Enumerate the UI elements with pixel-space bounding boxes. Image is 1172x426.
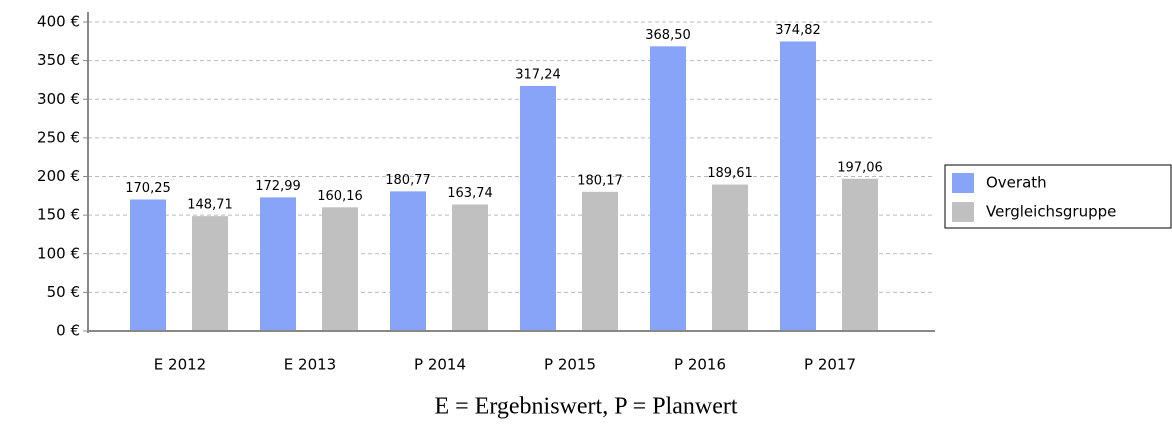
- y-tick-label: 200 €: [37, 167, 80, 185]
- bar: [650, 46, 686, 332]
- value-label: 374,82: [775, 23, 821, 38]
- bar: [842, 178, 878, 331]
- value-label: 172,99: [255, 179, 301, 194]
- bar: [582, 191, 618, 331]
- caption: E = Ergebniswert, P = Planwert: [434, 394, 737, 420]
- value-label: 197,06: [837, 160, 883, 175]
- x-tick-label: P 2016: [674, 356, 726, 374]
- legend-swatch: [952, 202, 974, 222]
- bar: [390, 191, 426, 331]
- value-label: 160,16: [317, 189, 363, 204]
- value-label: 317,24: [515, 67, 561, 82]
- bar: [452, 204, 488, 331]
- y-tick-label: 50 €: [47, 283, 80, 301]
- x-tick-label: E 2013: [284, 356, 336, 374]
- x-tick-label: E 2012: [154, 356, 206, 374]
- bar: [520, 85, 556, 331]
- y-tick-label: 0 €: [56, 322, 80, 340]
- legend-label: Overath: [986, 174, 1047, 192]
- bar: [712, 184, 748, 331]
- value-label: 170,25: [125, 181, 171, 196]
- legend-label: Vergleichsgruppe: [986, 203, 1116, 221]
- bar: [780, 41, 816, 332]
- y-tick-label: 300 €: [37, 90, 80, 108]
- x-tick-label: P 2017: [804, 356, 856, 374]
- value-label: 148,71: [187, 198, 233, 213]
- y-tick-label: 150 €: [37, 206, 80, 224]
- value-label: 180,77: [385, 173, 431, 188]
- legend-swatch: [952, 173, 974, 193]
- x-tick-label: P 2015: [544, 356, 596, 374]
- y-tick-label: 250 €: [37, 128, 80, 146]
- bar: [130, 199, 166, 331]
- y-tick-label: 100 €: [37, 244, 80, 262]
- bar: [260, 197, 296, 331]
- y-tick-label: 400 €: [37, 13, 80, 31]
- y-tick-label: 350 €: [37, 51, 80, 69]
- bar: [192, 216, 228, 331]
- value-label: 368,50: [645, 28, 691, 43]
- value-label: 189,61: [707, 166, 753, 181]
- value-label: 163,74: [447, 186, 493, 201]
- x-tick-label: P 2014: [414, 356, 466, 374]
- bar: [322, 207, 358, 331]
- legend-box: [944, 164, 1172, 229]
- value-label: 180,17: [577, 173, 623, 188]
